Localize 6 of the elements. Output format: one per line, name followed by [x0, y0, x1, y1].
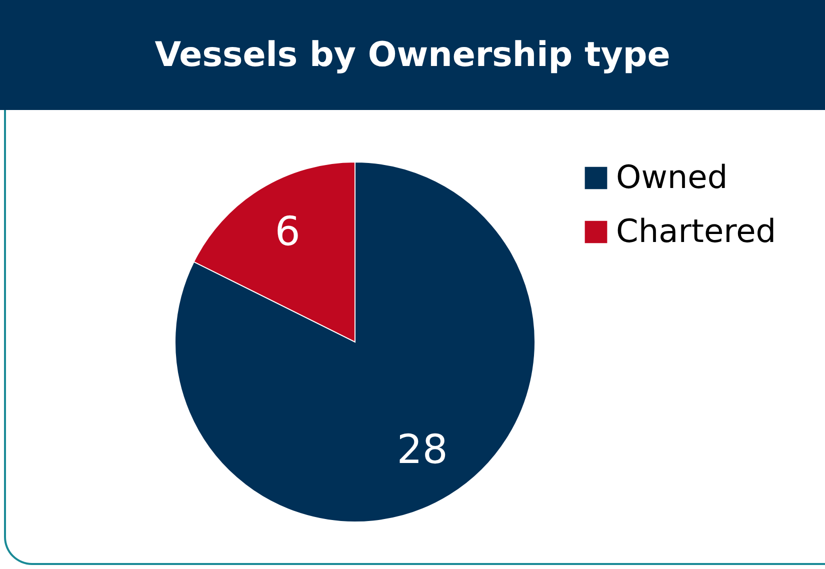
legend-label: Owned [616, 158, 728, 196]
chart-title: Vessels by Ownership type [0, 0, 825, 110]
data-label: 6 [274, 209, 300, 256]
pie-slice [174, 162, 536, 522]
legend-label: Chartered [616, 212, 776, 250]
data-label: 28 [396, 426, 448, 473]
